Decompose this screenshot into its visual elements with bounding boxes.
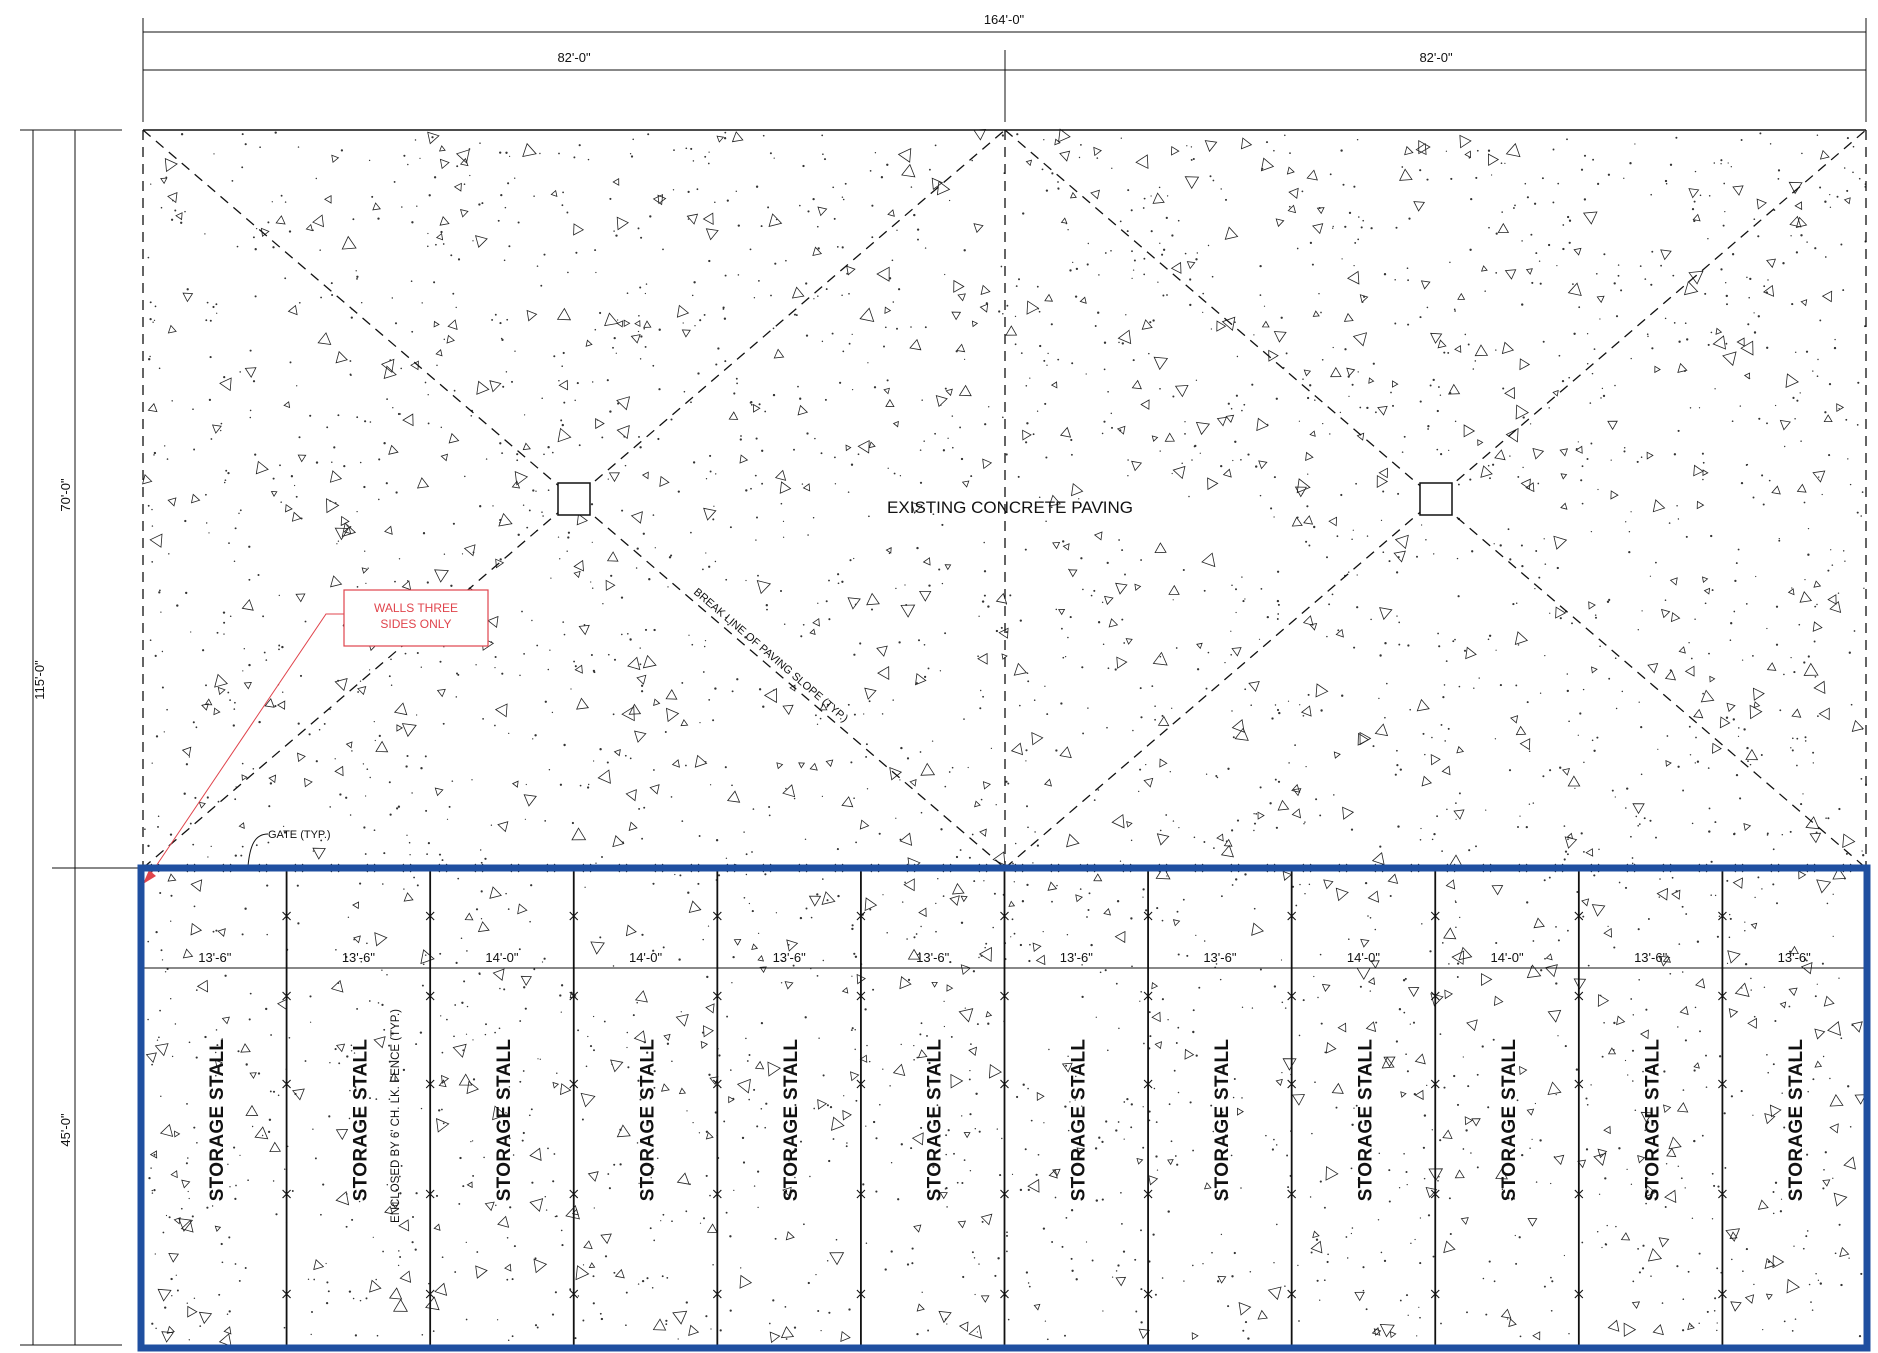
- gate-label: GATE (TYP.): [268, 829, 331, 841]
- storage-stall: 14'-0" STORAGE STALL: [1291, 868, 1440, 1345]
- stall-width-dimension: 13'-6": [198, 950, 232, 965]
- walls-callout: WALLS THREE SIDES ONLY: [143, 589, 489, 884]
- storage-stall-label: STORAGE STALL: [781, 1039, 802, 1202]
- storage-stall-label: STORAGE STALL: [207, 1039, 228, 1202]
- stall-width-dimension: 13'-6": [1778, 950, 1812, 965]
- stall-width-dimension: 13'-6": [1203, 950, 1237, 965]
- paving-area: [142, 129, 1867, 869]
- stall-width-dimension: 14'-0": [1490, 950, 1524, 965]
- callout-line1: WALLS THREE: [374, 601, 458, 615]
- storage-stall-label: STORAGE STALL: [1355, 1039, 1376, 1202]
- paving-label: EXISTING CONCRETE PAVING: [887, 498, 1133, 517]
- overall-depth-dimension: 115'-0": [32, 660, 47, 700]
- storage-stall-label: STORAGE STALL: [494, 1039, 515, 1202]
- drain-right: [1419, 482, 1453, 516]
- storage-stall-label: STORAGE STALL: [1499, 1039, 1520, 1202]
- storage-stall: 14'-0" STORAGE STALL: [573, 868, 722, 1345]
- stall-width-dimension: 13'-6": [1060, 950, 1094, 965]
- lower-depth-dimension: 45'-0": [58, 1113, 73, 1147]
- stall-width-dimension: 13'-6": [342, 950, 376, 965]
- storage-stall: 13'-6" STORAGE STALL: [860, 868, 1009, 1345]
- storage-stall-label: STORAGE STALL: [1786, 1039, 1807, 1202]
- stall-width-dimension: 13'-6": [1634, 950, 1668, 965]
- storage-stall-label: STORAGE STALL: [638, 1039, 659, 1202]
- left-dimensions: 115'-0" 70'-0" 45'-0": [20, 129, 140, 1346]
- storage-stall-label: STORAGE STALL: [1068, 1039, 1089, 1202]
- storage-stall-label: STORAGE STALL: [1643, 1039, 1664, 1202]
- storage-stall-label: STORAGE STALL: [350, 1039, 371, 1202]
- left-half-dimension: 82'-0": [557, 50, 591, 65]
- stall-width-dimension: 14'-0": [1347, 950, 1381, 965]
- storage-stall-label: STORAGE STALL: [925, 1039, 946, 1202]
- storage-stall: 13'-6" STORAGE STALL: [1578, 868, 1727, 1345]
- storage-stall: 14'-0" STORAGE STALL: [1434, 868, 1584, 1345]
- top-dimensions: 164'-0" 82'-0" 82'-0": [142, 12, 1867, 122]
- gate-label-group: GATE (TYP.): [247, 829, 331, 867]
- storage-stall: 13'-6" STORAGE STALL: [1004, 868, 1153, 1345]
- overall-width-dimension: 164'-0": [984, 12, 1025, 27]
- concrete-texture: [142, 128, 1867, 1347]
- storage-stall: 13'-6" STORAGE STALL: [716, 868, 866, 1345]
- storage-stall-label: STORAGE STALL: [1212, 1039, 1233, 1202]
- upper-depth-dimension: 70'-0": [58, 478, 73, 512]
- storage-stall: 13'-6" STORAGE STALL: [142, 868, 291, 1345]
- break-line-label: BREAK LINE OF PAVING SLOPE (TYP.): [691, 586, 850, 725]
- right-half-dimension: 82'-0": [1419, 50, 1453, 65]
- highlighted-stall-area: [137, 864, 1871, 1352]
- stall-width-dimension: 13'-6": [773, 950, 807, 965]
- stall-width-dimension: 13'-6": [916, 950, 950, 965]
- callout-line2: SIDES ONLY: [380, 617, 451, 631]
- storage-stall: 14'-0" STORAGE STALL: [429, 868, 579, 1345]
- stall-width-dimension: 14'-0": [629, 950, 663, 965]
- fence-note: ENCLOSED BY 6' CH. LK. FENCE (TYP.): [390, 1009, 402, 1223]
- storage-stall: 13'-6" STORAGE STALL: [1721, 950, 1812, 1202]
- stall-width-dimension: 14'-0": [485, 950, 519, 965]
- storage-stall: 13'-6" STORAGE STALL: [286, 868, 435, 1345]
- storage-stall: 13'-6" STORAGE STALL: [1147, 868, 1297, 1345]
- drain-left: [557, 482, 591, 516]
